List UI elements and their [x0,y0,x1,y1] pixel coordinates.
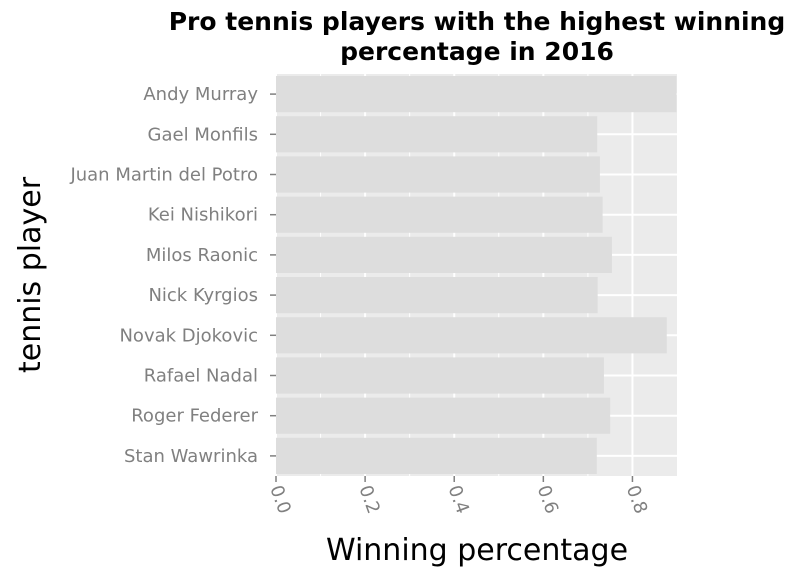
y-tick-label: Novak Djokovic [119,325,258,346]
y-tick-label: Roger Federer [131,406,258,427]
x-tick-label: 0.6 [533,483,563,517]
bars [276,76,677,474]
y-tick-label: Nick Kyrgios [148,285,258,306]
x-tick-label: 0.2 [354,483,384,517]
bar [276,196,603,233]
bar [276,116,598,153]
bar [276,156,600,193]
chart-title-line-1: Pro tennis players with the highest winn… [169,7,786,36]
x-tick-label: 0.4 [444,483,474,517]
bar [276,357,604,394]
y-tick-label: Milos Raonic [146,245,258,266]
x-axis: 0.0 0.2 0.4 0.6 0.8 [265,476,651,517]
bar [276,277,598,314]
y-tick-label: Juan Martin del Potro [69,165,258,186]
y-tick-label: Andy Murray [143,84,258,105]
x-tick-label: 0.8 [622,483,652,517]
bar [276,397,611,434]
bar [276,437,597,474]
y-tick-label: Rafael Nadal [144,366,258,387]
bar [276,236,612,273]
bar [276,317,667,354]
bar [276,76,677,113]
y-axis: Andy Murray Gael Monfils Juan Martin del P… [69,84,276,467]
y-tick-label: Kei Nishikori [148,205,258,226]
y-tick-label: Stan Wawrinka [124,446,258,467]
chart-title-line-2: percentage in 2016 [340,37,614,66]
y-tick-label: Gael Monfils [148,124,258,145]
x-tick-label: 0.0 [265,483,295,517]
x-axis-title: Winning percentage [326,533,628,568]
y-axis-title: tennis player [13,176,48,373]
